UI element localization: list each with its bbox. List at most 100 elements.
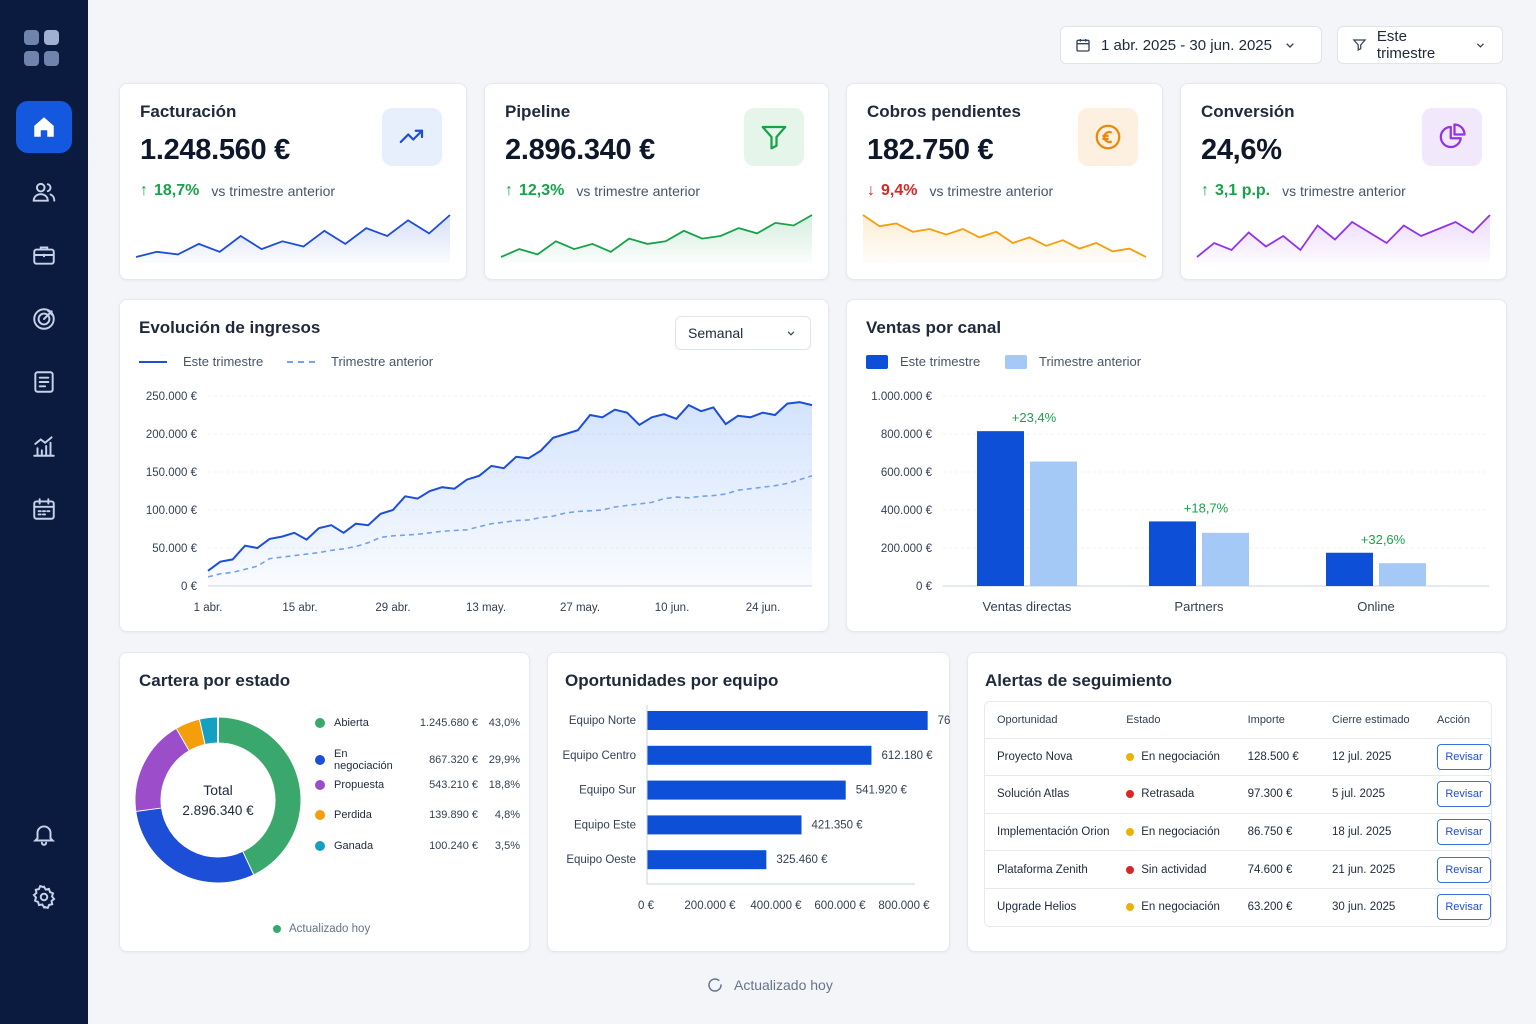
kpi-delta: ↑ 3,1 p.p. vs trimestre anterior bbox=[1201, 182, 1406, 200]
status-label: En negociación bbox=[1141, 750, 1220, 763]
legend-percent: 18,8% bbox=[488, 778, 520, 791]
x-tick-label: 10 jun. bbox=[655, 602, 690, 614]
amount-cell: 128.500 € bbox=[1235, 738, 1320, 777]
kpi-title: Conversión bbox=[1201, 102, 1295, 121]
date-range-picker[interactable]: 1 abr. 2025 - 30 jun. 2025 bbox=[1060, 26, 1322, 64]
status-cell: Retrasada bbox=[1114, 775, 1236, 814]
arrow-up-icon: ↑ bbox=[140, 182, 148, 199]
calendar-icon bbox=[1076, 39, 1090, 52]
category-label: Equipo Sur bbox=[579, 785, 636, 797]
bar-previous bbox=[1030, 461, 1077, 586]
review-button[interactable]: Revisar bbox=[1437, 856, 1491, 883]
review-button[interactable]: Revisar bbox=[1437, 743, 1491, 770]
category-label: Partners bbox=[1174, 599, 1224, 614]
bar-value-label: 765.430 € bbox=[938, 715, 951, 727]
funnel-icon bbox=[744, 108, 804, 166]
status-dot-icon bbox=[1126, 903, 1135, 912]
kpi-title: Pipeline bbox=[505, 102, 571, 121]
close-date-cell: 30 jun. 2025 bbox=[1331, 901, 1396, 914]
sidebar-item-documents[interactable] bbox=[16, 356, 72, 408]
sidebar-item-reports[interactable] bbox=[16, 420, 72, 472]
team-bar bbox=[647, 850, 767, 870]
date-range-label: 1 abr. 2025 - 30 jun. 2025 bbox=[1101, 36, 1272, 54]
column-header: Cierre estimado bbox=[1319, 702, 1425, 739]
chevron-down-icon bbox=[787, 331, 795, 336]
sidebar-item-users[interactable] bbox=[16, 166, 72, 218]
legend-current-label: Este trimestre bbox=[183, 354, 264, 369]
action-cell: Revisar bbox=[1425, 813, 1491, 852]
opportunity-name: Upgrade Helios bbox=[997, 901, 1077, 914]
sidebar-item-notifications[interactable] bbox=[16, 808, 72, 860]
bar-value-label: 612.180 € bbox=[881, 750, 933, 762]
column-header: Acción bbox=[1425, 702, 1491, 739]
sidebar-item-goals[interactable] bbox=[16, 293, 72, 345]
refresh-icon bbox=[708, 978, 722, 992]
kpi-title: Facturación bbox=[140, 102, 237, 121]
kpi-delta: ↓ 9,4% vs trimestre anterior bbox=[867, 182, 1053, 200]
sidebar-item-settings[interactable] bbox=[16, 871, 72, 923]
legend-percent: 43,0% bbox=[488, 717, 520, 729]
category-label: Equipo Norte bbox=[569, 715, 636, 727]
interval-select[interactable]: Semanal bbox=[675, 316, 811, 350]
donut-slice bbox=[136, 807, 254, 883]
briefcase-icon bbox=[33, 246, 55, 265]
legend-value: 867.320 € bbox=[429, 753, 478, 766]
sparkline-line bbox=[1196, 214, 1491, 258]
action-cell: Revisar bbox=[1425, 775, 1491, 814]
portfolio-donut-chart bbox=[135, 717, 301, 883]
donut-slice bbox=[135, 728, 190, 811]
x-tick-label: 24 jun. bbox=[746, 602, 781, 614]
legend-item: Propuesta 543.210 € 18,8% bbox=[315, 779, 520, 791]
status-label: En negociación bbox=[1141, 825, 1220, 838]
app-logo bbox=[24, 30, 60, 66]
y-tick-label: 150.000 € bbox=[146, 467, 198, 479]
donut-total-value: 2.896.340 € bbox=[182, 803, 254, 818]
home-icon bbox=[34, 117, 54, 137]
period-filter-label: Este trimestre bbox=[1376, 28, 1436, 62]
footer-updated: Actualizado hoy bbox=[706, 976, 833, 994]
sidebar-item-deals[interactable] bbox=[16, 229, 72, 281]
amount-cell: 74.600 € bbox=[1235, 850, 1320, 889]
x-tick-label: 27 may. bbox=[560, 602, 600, 614]
x-tick-label: 400.000 € bbox=[750, 900, 802, 912]
amount-cell: 63.200 € bbox=[1247, 901, 1293, 914]
legend-dot-icon bbox=[315, 754, 325, 765]
chevron-down-icon bbox=[1286, 43, 1294, 48]
review-button[interactable]: Revisar bbox=[1437, 818, 1491, 845]
sparkline-area bbox=[1197, 215, 1490, 263]
sidebar-item-calendar[interactable] bbox=[16, 483, 72, 535]
opportunity-name: Plataforma Zenith bbox=[985, 850, 1115, 889]
status-cell: En negociación bbox=[1114, 813, 1236, 852]
legend-item: Ganada 100.240 € 3,5% bbox=[315, 840, 520, 852]
period-filter[interactable]: Este trimestre bbox=[1337, 26, 1503, 64]
kpi-value: 182.750 € bbox=[867, 134, 994, 166]
status-dot-icon bbox=[1126, 827, 1135, 836]
review-button[interactable]: Revisar bbox=[1437, 894, 1491, 921]
kpi-card-conversion: Conversión 24,6% ↑ 3,1 p.p. vs trimestre a… bbox=[1180, 83, 1507, 280]
status-dot-icon bbox=[1126, 752, 1135, 761]
card-title: Cartera por estado bbox=[139, 671, 291, 690]
column-header: Oportunidad bbox=[985, 702, 1115, 739]
y-tick-label: 400.000 € bbox=[881, 505, 933, 517]
x-tick-label: 1 abr. bbox=[194, 602, 223, 614]
sidebar-item-home[interactable] bbox=[16, 101, 72, 153]
euro-icon bbox=[1078, 108, 1138, 166]
document-icon bbox=[34, 371, 54, 393]
card-title: Evolución de ingresos bbox=[139, 318, 321, 337]
review-button[interactable]: Revisar bbox=[1437, 781, 1491, 808]
legend-item: En negociación 867.320 € 29,9% bbox=[315, 748, 520, 772]
y-tick-label: 50.000 € bbox=[152, 543, 197, 555]
team-bar bbox=[647, 745, 872, 765]
x-tick-label: 0 € bbox=[638, 900, 655, 912]
amount-cell: 86.750 € bbox=[1235, 813, 1320, 852]
kpi-value: 1.248.560 € bbox=[140, 134, 290, 166]
kpi-delta: ↑ 12,3% vs trimestre anterior bbox=[505, 182, 700, 200]
legend-previous: Trimestre anterior bbox=[1005, 354, 1141, 369]
arrow-down-icon: ↓ bbox=[867, 182, 875, 199]
amount-cell: 97.300 € bbox=[1235, 775, 1320, 814]
legend-name: Abierta bbox=[334, 717, 369, 729]
card-title: Oportunidades por equipo bbox=[565, 671, 779, 690]
table-row: Proyecto Nova En negociación 128.500 €12 j… bbox=[985, 738, 1491, 777]
opportunity-name: Solución Atlas bbox=[985, 775, 1115, 814]
opportunity-name: Proyecto Nova bbox=[985, 738, 1115, 777]
